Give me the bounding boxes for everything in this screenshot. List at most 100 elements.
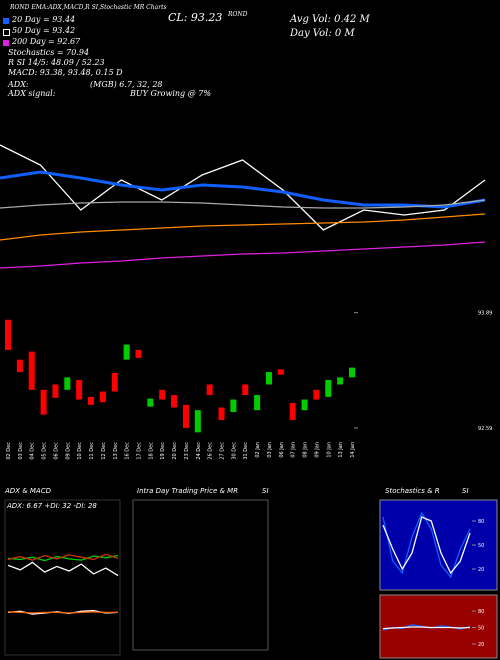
x-tick-label: 24 Dec xyxy=(196,442,202,460)
series-line xyxy=(0,213,486,241)
series-line xyxy=(382,626,471,630)
candle xyxy=(171,395,178,408)
adx-box xyxy=(4,499,121,656)
adx-signal: BUY Growing @ 7% xyxy=(130,89,211,98)
panel-title: ADX & MACD xyxy=(4,487,52,495)
candle xyxy=(52,384,59,398)
x-tick-label: 11 Dec xyxy=(89,442,95,460)
x-tick-label: 30 Dec xyxy=(231,442,237,460)
x-tick-label: 04 Dec xyxy=(30,442,36,460)
series-line xyxy=(382,511,471,579)
symbol: ROND xyxy=(228,11,248,18)
x-tick-label: 06 Dec xyxy=(53,442,59,460)
x-tick-label: 05 Dec xyxy=(42,442,48,460)
legend-swatch xyxy=(3,40,9,46)
candle xyxy=(182,404,189,428)
y-tick-label: 50 xyxy=(478,543,484,549)
x-tick-label: 16 Dec xyxy=(125,442,131,460)
y-tick-label: 20 xyxy=(478,567,484,573)
x-tick-label: 10 Jan xyxy=(326,442,332,458)
legend-swatch xyxy=(3,29,10,36)
candle xyxy=(277,369,284,375)
candle xyxy=(349,367,355,378)
x-tick-label: 20 Dec xyxy=(172,442,178,460)
ema50-text: 50 Day = 93.42 xyxy=(12,26,76,35)
ema200-text: 200 Day = 92.67 xyxy=(12,37,81,46)
adx-signal-label: ADX signal: xyxy=(8,89,56,98)
candle xyxy=(230,399,237,412)
candle xyxy=(206,384,213,396)
x-tick-label: 09 Dec xyxy=(65,442,71,460)
stoch-text: Stochastics = 70.94 xyxy=(8,48,90,57)
candle xyxy=(254,395,261,411)
candle xyxy=(135,349,142,358)
panel-title: Stochastics & R xyxy=(385,487,440,495)
day-vol: Day Vol: 0 M xyxy=(290,28,355,39)
candle xyxy=(16,359,23,373)
y-tick-label: 93.89 xyxy=(478,311,492,317)
legend-swatch xyxy=(3,18,9,24)
rsi-text: R SI 14/5: 48.09 / 52.23 xyxy=(8,58,105,67)
avg-vol: Avg Vol: 0.42 M xyxy=(290,14,370,25)
candle xyxy=(147,398,154,407)
candle xyxy=(194,410,201,433)
x-tick-label: 27 Dec xyxy=(220,442,226,460)
series-line xyxy=(0,144,486,231)
candle xyxy=(159,389,166,400)
x-tick-label: 02 Jan xyxy=(255,442,261,458)
close-text: CL: 93.23 xyxy=(168,11,223,24)
x-tick-label: 17 Dec xyxy=(136,442,142,460)
y-tick-label: 50 xyxy=(478,626,484,632)
candle xyxy=(242,384,249,396)
x-tick-label: 10 Dec xyxy=(77,442,83,460)
x-tick-label: 06 Jan xyxy=(279,442,285,458)
series-line xyxy=(0,199,486,209)
series-line xyxy=(7,561,119,577)
series-line xyxy=(7,611,118,614)
candle xyxy=(111,372,118,392)
top-line: ROND EMA:ADX,MACD,R SI,Stochastic MR Cha… xyxy=(10,4,167,11)
x-tick-label: 08 Jan xyxy=(303,442,309,458)
candle xyxy=(289,403,296,420)
candle xyxy=(337,377,344,385)
y-tick-label: 80 xyxy=(478,519,484,525)
x-tick-label: 12 Dec xyxy=(101,442,107,460)
ema20-text: 20 Day = 93.44 xyxy=(12,15,76,24)
series-line xyxy=(382,516,471,575)
x-tick-label: 13 Jan xyxy=(338,442,344,458)
panel-subtitle: SI xyxy=(462,487,469,495)
panel-subtitle: ADX: 6.67 +DI: 32 -DI: 28 xyxy=(6,502,97,510)
adx-values: (MGB) 6.7, 32, 28 xyxy=(90,80,163,89)
candle xyxy=(76,380,83,400)
x-tick-label: 09 Jan xyxy=(314,442,320,458)
x-tick-label: 14 Jan xyxy=(350,442,356,458)
candle xyxy=(123,344,130,360)
candle xyxy=(64,377,71,390)
adx-text: ADX: xyxy=(8,80,29,89)
panel-title: Intra Day Trading Price & MR xyxy=(137,487,238,495)
candle xyxy=(218,407,225,420)
candle xyxy=(5,319,11,350)
macd-text: MACD: 93.38, 93.48, 0.15 D xyxy=(8,68,123,77)
x-tick-label: 07 Jan xyxy=(291,442,297,458)
series-line xyxy=(7,553,119,561)
candle xyxy=(99,391,106,403)
candle xyxy=(28,351,35,390)
x-tick-label: 19 Dec xyxy=(160,442,166,460)
x-tick-label: 18 Dec xyxy=(148,442,154,460)
x-tick-label: 03 Dec xyxy=(18,442,24,460)
x-tick-label: 02 Dec xyxy=(6,442,12,460)
x-tick-label: 26 Dec xyxy=(208,442,214,460)
y-tick-label: 20 xyxy=(478,642,484,648)
x-tick-label: 13 Dec xyxy=(113,442,119,460)
panel-subtitle: SI xyxy=(262,487,269,495)
series-line xyxy=(0,241,486,269)
x-tick-label: 23 Dec xyxy=(184,442,190,460)
x-tick-label: 31 Dec xyxy=(243,442,249,460)
candle xyxy=(301,399,308,411)
candle xyxy=(40,389,47,415)
candle xyxy=(325,380,332,397)
candle xyxy=(265,372,272,385)
